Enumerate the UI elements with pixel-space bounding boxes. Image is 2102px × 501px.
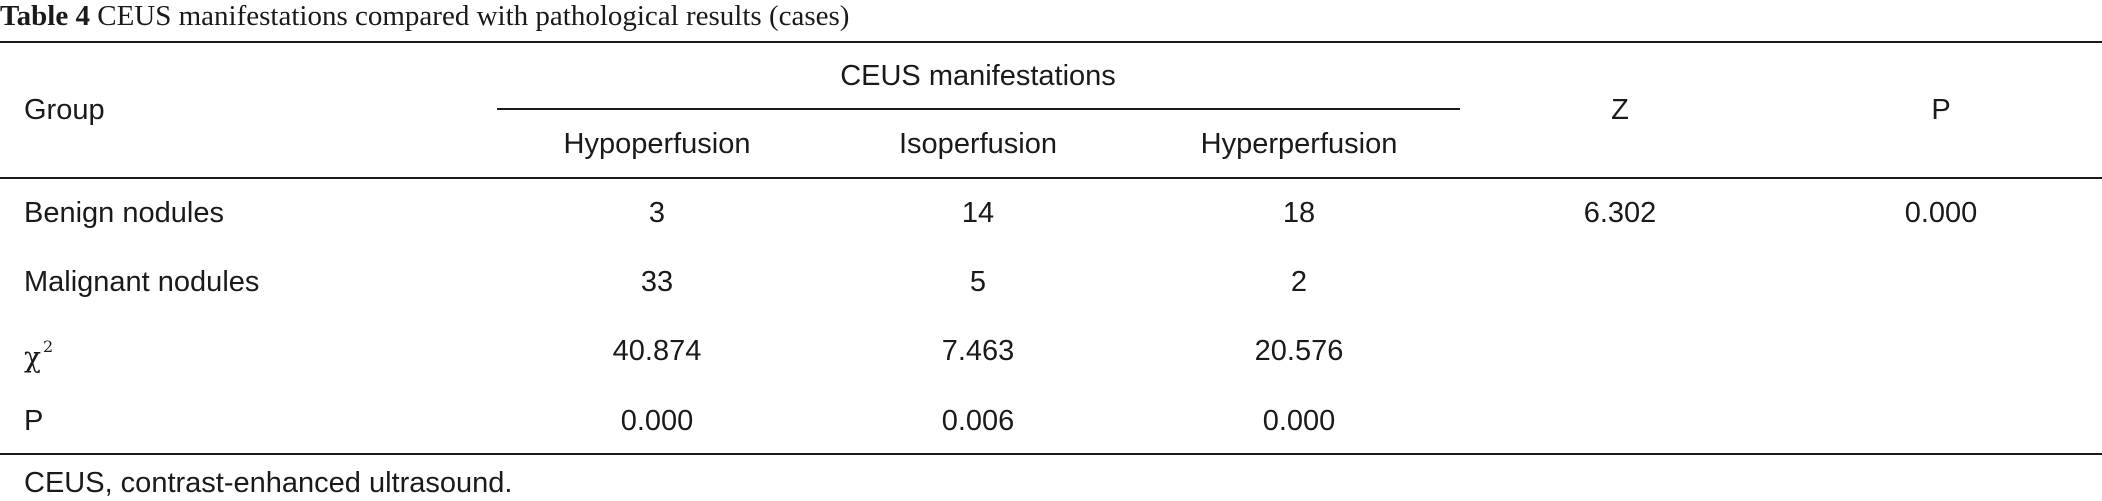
header-isoperfusion: Isoperfusion — [899, 128, 1057, 160]
row-malignant-group: Malignant nodules — [24, 266, 260, 298]
bottom-rule — [0, 453, 2102, 455]
row-benign-p: 0.000 — [1904, 197, 1978, 229]
row-malignant-hyper: 2 — [1290, 266, 1308, 298]
row-chi-square-hypo: 40.874 — [612, 335, 702, 367]
header-group: Group — [24, 94, 105, 126]
table-footnote: CEUS, contrast-enhanced ultrasound. — [24, 467, 513, 499]
row-malignant-iso: 5 — [969, 266, 987, 298]
table-title: CEUS manifestations compared with pathol… — [97, 0, 850, 32]
table-caption: Table 4 CEUS manifestations compared wit… — [0, 0, 849, 36]
header-bottom-rule — [0, 177, 2102, 179]
row-p-group: P — [24, 405, 44, 437]
row-chi-square-hyper: 20.576 — [1254, 335, 1344, 367]
header-hypoperfusion: Hypoperfusion — [563, 128, 751, 160]
row-p-hyper: 0.000 — [1262, 405, 1336, 437]
header-ceus-manifestations: CEUS manifestations — [840, 60, 1116, 92]
row-benign-hypo: 3 — [648, 197, 666, 229]
row-benign-group: Benign nodules — [24, 197, 224, 229]
row-chi-square-iso: 7.463 — [941, 335, 1015, 367]
row-malignant-hypo: 33 — [640, 266, 674, 298]
header-z: Z — [1611, 94, 1629, 126]
row-benign-z: 6.302 — [1583, 197, 1657, 229]
chi-symbol: χ — [24, 340, 41, 374]
header-subgroup-rule — [497, 108, 1460, 110]
row-benign-iso: 14 — [961, 197, 995, 229]
header-hyperperfusion: Hyperperfusion — [1200, 128, 1398, 160]
header-p: P — [1931, 94, 1951, 126]
top-rule — [0, 41, 2102, 43]
chi-superscript: 2 — [42, 337, 54, 356]
row-p-iso: 0.006 — [941, 405, 1015, 437]
row-benign-hyper: 18 — [1282, 197, 1316, 229]
row-p-hypo: 0.000 — [620, 405, 694, 437]
table-label: Table 4 — [0, 0, 90, 32]
